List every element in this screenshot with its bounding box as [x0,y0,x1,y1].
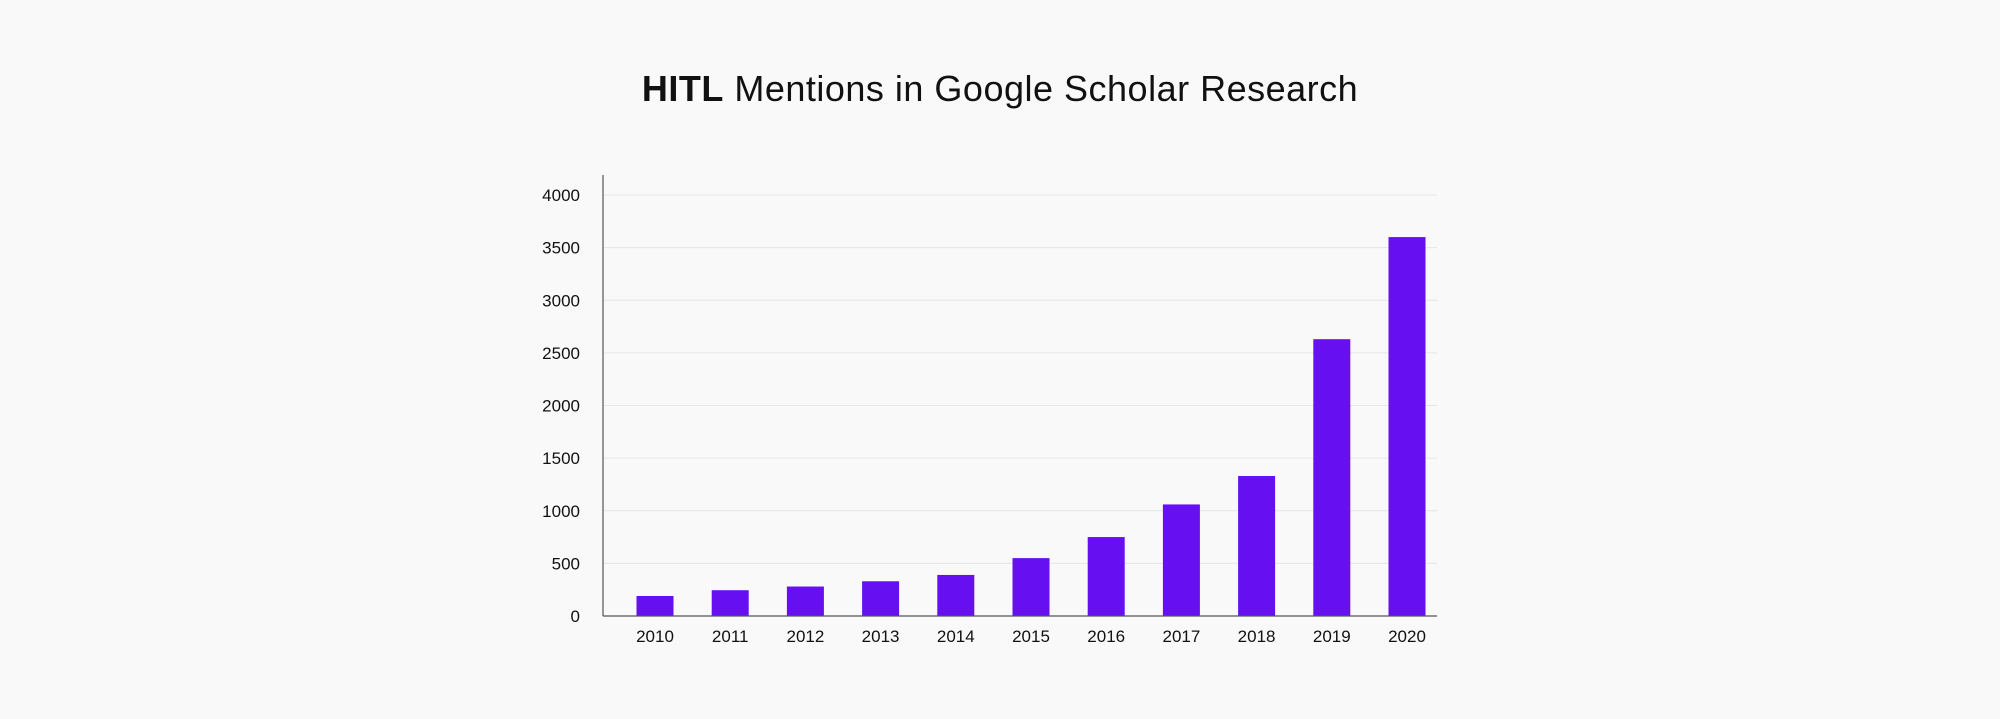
x-tick-label: 2010 [636,627,674,646]
chart-title-bold: HITL [641,68,724,109]
x-tick-label: 2012 [786,627,824,646]
y-tick-label: 1000 [542,502,580,521]
x-tick-label: 2014 [937,627,975,646]
y-tick-label: 3500 [542,239,580,258]
bar [937,574,975,616]
bar [1313,339,1351,616]
bar [1012,558,1050,616]
bar [636,596,674,616]
x-tick-label: 2015 [1012,627,1050,646]
x-tick-label: 2013 [862,627,900,646]
y-tick-label: 500 [552,554,580,573]
chart-title: HITL Mentions in Google Scholar Research [0,68,2000,110]
y-tick-label: 4000 [542,186,580,205]
bar [711,590,749,616]
bar [786,586,824,616]
x-tick-label: 2019 [1313,627,1351,646]
bar [1238,476,1276,616]
x-tick-label: 2016 [1087,627,1125,646]
y-tick-label: 1500 [542,449,580,468]
y-tick-label: 2000 [542,397,580,416]
x-tick-label: 2020 [1388,627,1426,646]
x-tick-label: 2017 [1162,627,1200,646]
bar [862,581,900,616]
y-tick-label: 0 [571,607,580,626]
chart-title-rest: Mentions in Google Scholar Research [734,68,1359,109]
bar [1162,504,1200,616]
x-tick-label: 2018 [1238,627,1276,646]
bar [1388,237,1426,616]
y-tick-label: 2500 [542,344,580,363]
x-tick-label: 2011 [712,627,749,646]
bar [1087,537,1125,616]
y-tick-label: 3000 [542,291,580,310]
